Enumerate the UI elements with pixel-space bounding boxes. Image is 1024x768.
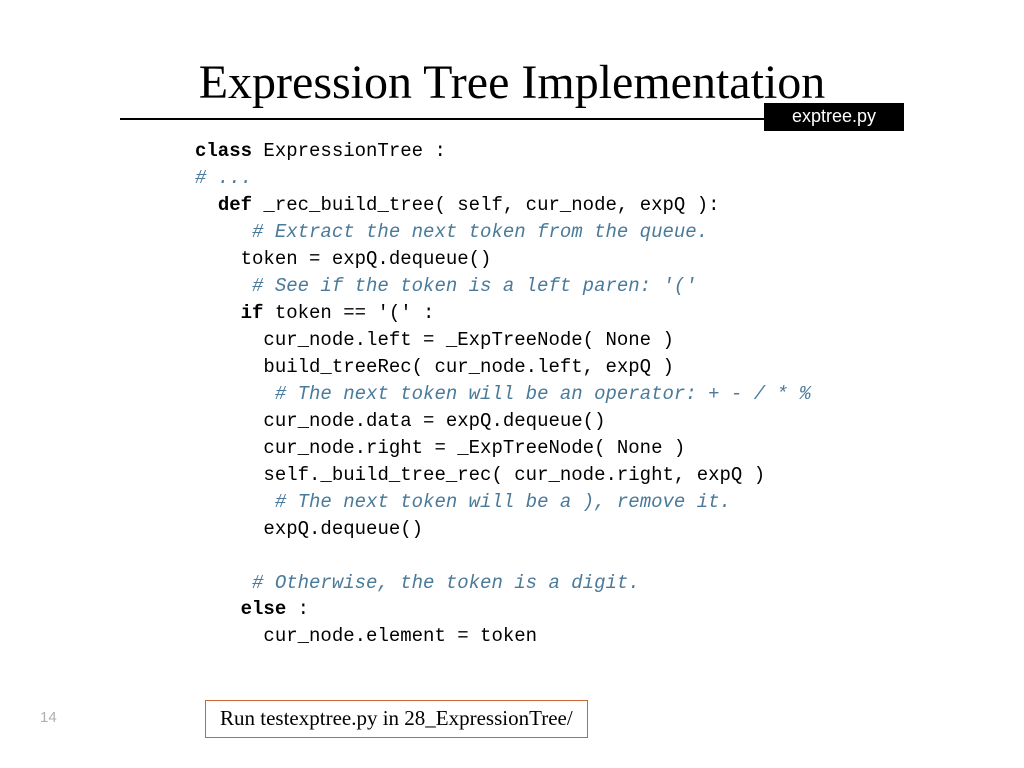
code-text: : [286,598,309,620]
comment: # See if the token is a left paren: '(' [252,275,697,297]
slide-container: Expression Tree Implementation exptree.p… [0,0,1024,768]
code-text: cur_node.element = token [263,625,537,647]
comment: # ... [195,167,252,189]
kw-if: if [241,302,264,324]
code-block: class ExpressionTree : # ... def _rec_bu… [195,138,974,650]
code-text: ExpressionTree : [252,140,446,162]
page-number: 14 [40,709,57,726]
code-text: cur_node.right = _ExpTreeNode( None ) [263,437,685,459]
code-text: expQ.dequeue() [263,518,423,540]
title-rule-wrap: exptree.py [120,118,904,120]
comment: # The next token will be an operator: + … [275,383,811,405]
run-note-box: Run testexptree.py in 28_ExpressionTree/ [205,700,588,738]
kw-def: def [218,194,252,216]
code-text: cur_node.data = expQ.dequeue() [263,410,605,432]
slide-title: Expression Tree Implementation [50,55,974,110]
code-text: self._build_tree_rec( cur_node.right, ex… [263,464,765,486]
kw-class: class [195,140,252,162]
code-text: token == '(' : [263,302,434,324]
comment: # The next token will be a ), remove it. [275,491,731,513]
code-text: token = expQ.dequeue() [241,248,492,270]
code-text: _rec_build_tree( self, cur_node, expQ ): [252,194,719,216]
code-text: build_treeRec( cur_node.left, expQ ) [263,356,673,378]
kw-else: else [241,598,287,620]
code-text: cur_node.left = _ExpTreeNode( None ) [263,329,673,351]
file-label: exptree.py [764,103,904,131]
comment: # Otherwise, the token is a digit. [252,572,640,594]
comment: # Extract the next token from the queue. [252,221,708,243]
